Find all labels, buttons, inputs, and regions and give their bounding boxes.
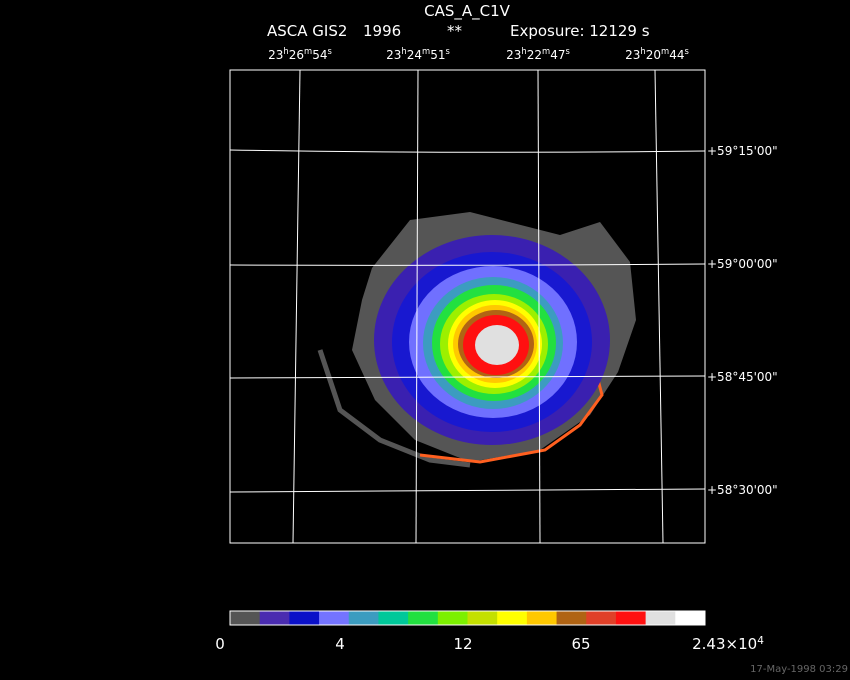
dec-label: +59°00'00"	[707, 257, 778, 271]
flag: **	[447, 22, 463, 40]
label-part: 51	[430, 48, 445, 62]
label-superscript: s	[445, 46, 449, 56]
colorbar-segment	[408, 611, 439, 625]
label-superscript: h	[401, 46, 406, 56]
label: 23h20m44s	[625, 46, 689, 62]
colorbar-segment	[526, 611, 558, 625]
dec-label: +58°45'00"	[707, 370, 778, 384]
label: 23h24m51s	[386, 46, 450, 62]
colorbar-segment	[497, 611, 528, 625]
label: 65	[571, 635, 590, 653]
colorbar-segment	[556, 611, 587, 625]
label: 0	[215, 635, 225, 653]
label: 2.43×104	[692, 635, 764, 653]
label: 23h26m54s	[268, 46, 332, 62]
label-part: 44	[669, 48, 684, 62]
dec-label: +59°15'00"	[707, 144, 778, 158]
label: 4	[335, 635, 345, 653]
title: CAS_A_C1V	[424, 2, 511, 21]
label-superscript: s	[565, 46, 569, 56]
label-part: 47	[550, 48, 565, 62]
frame	[229, 69, 706, 544]
colorbar-segment	[289, 611, 320, 625]
label-part: 26	[289, 48, 304, 62]
colorbar-segment	[259, 611, 290, 625]
image	[317, 212, 636, 468]
label-superscript: h	[521, 46, 526, 56]
label-superscript: m	[304, 46, 312, 56]
label-part: 65	[571, 635, 590, 653]
label-part: 12	[453, 635, 472, 653]
label: 12	[453, 635, 472, 653]
colorbar-segment	[230, 611, 261, 625]
exposure: Exposure: 12129 s	[510, 22, 650, 40]
colorbar-segment	[467, 611, 498, 625]
label-superscript: s	[327, 46, 331, 56]
label-part: 2.43×10	[692, 635, 757, 653]
label-part: 22	[527, 48, 542, 62]
colorbar-segment	[645, 611, 676, 625]
label-part: 23	[268, 48, 283, 62]
colorbar-segment	[586, 611, 617, 625]
label-superscript: h	[640, 46, 645, 56]
colorbar-segment	[615, 611, 647, 625]
label-superscript: m	[661, 46, 669, 56]
label-part: 23	[506, 48, 521, 62]
colorbar-segment	[378, 611, 409, 625]
dec-label: +58°30'00"	[707, 483, 778, 497]
colorbar-segment	[348, 611, 379, 625]
label-part: 23	[386, 48, 401, 62]
label-superscript: h	[283, 46, 288, 56]
coordinate-grid	[229, 69, 706, 544]
label-part: 23	[625, 48, 640, 62]
label-part: 24	[407, 48, 422, 62]
label-superscript: m	[542, 46, 550, 56]
instrument: ASCA GIS2	[267, 22, 347, 40]
label: 23h22m47s	[506, 46, 570, 62]
label-superscript: 4	[757, 635, 764, 647]
colorbar-segment	[319, 611, 350, 625]
label-part: 54	[312, 48, 327, 62]
colorbar-frame	[229, 610, 706, 626]
label-superscript: s	[684, 46, 688, 56]
colorbar-segment	[437, 611, 468, 625]
colorbar-segment	[675, 611, 706, 625]
year: 1996	[363, 22, 401, 40]
label-part: 20	[646, 48, 661, 62]
label-part: 0	[215, 635, 225, 653]
timestamp: 17-May-1998 03:29	[750, 664, 848, 675]
label-part: 4	[335, 635, 345, 653]
label-superscript: m	[422, 46, 430, 56]
